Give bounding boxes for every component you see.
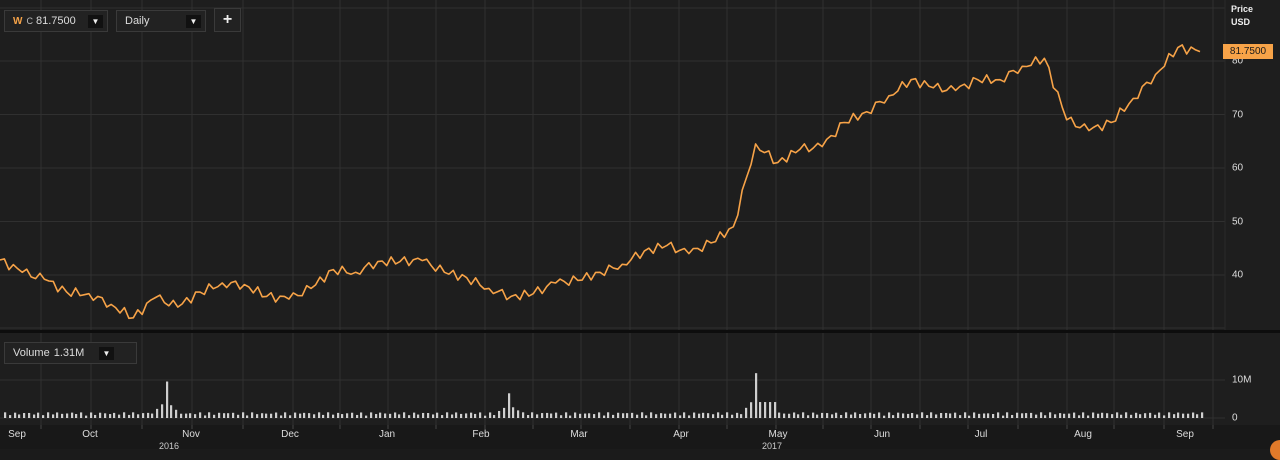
chevron-down-icon[interactable]: ▼ [88, 15, 103, 28]
month-label: Mar [570, 429, 588, 440]
volume-indicator-selector[interactable]: Volume 1.31M ▼ [4, 342, 137, 364]
price-axis-title: Price [1231, 4, 1254, 14]
month-label: Apr [673, 429, 689, 440]
volume-label: Volume [13, 347, 50, 359]
currency-label: USD [1231, 17, 1251, 27]
panel-divider[interactable] [0, 330, 1280, 333]
symbol-selector[interactable]: W C 81.7500 ▼ [4, 10, 108, 32]
last-price-badge: 81.7500 [1223, 44, 1273, 59]
chevron-down-icon[interactable]: ▼ [99, 347, 114, 360]
month-label: Jun [873, 429, 891, 440]
month-label: Jul [974, 429, 988, 440]
time-axis [0, 425, 1280, 449]
month-label: Dec [281, 429, 299, 440]
price-tick-40: 40 [1232, 269, 1244, 281]
volume-tick-10m: 10M [1232, 374, 1252, 386]
volume-chart[interactable] [0, 333, 1280, 425]
symbol-value: 81.7500 [35, 15, 76, 27]
ticker-symbol: W [13, 15, 23, 27]
interval-label: Daily [125, 15, 150, 27]
month-label: Sep [8, 429, 26, 440]
month-label: Aug [1074, 429, 1092, 440]
month-label: Oct [82, 429, 98, 440]
plus-icon: + [222, 11, 233, 28]
price-chart-panel[interactable] [0, 0, 1280, 330]
month-label: Jan [378, 429, 396, 440]
interval-selector[interactable]: Daily ▼ [116, 10, 206, 32]
add-indicator-button[interactable]: + [214, 8, 241, 32]
price-tick-80: 80 [1232, 55, 1244, 67]
price-tick-60: 60 [1232, 162, 1244, 174]
price-chart[interactable] [0, 0, 1280, 330]
month-label: May [768, 429, 788, 440]
chevron-down-icon[interactable]: ▼ [186, 15, 201, 28]
year-label: 2016 [158, 441, 180, 451]
volume-tick-0: 0 [1232, 412, 1238, 424]
volume-chart-panel[interactable] [0, 333, 1280, 425]
month-label: Feb [472, 429, 490, 440]
month-label: Sep [1176, 429, 1194, 440]
corner-widget[interactable] [1270, 440, 1280, 460]
price-tick-70: 70 [1232, 109, 1244, 121]
price-tick-50: 50 [1232, 216, 1244, 228]
symbol-type: C [26, 16, 33, 26]
month-label: Nov [182, 429, 200, 440]
year-label: 2017 [761, 441, 783, 451]
volume-value: 1.31M [53, 347, 85, 359]
